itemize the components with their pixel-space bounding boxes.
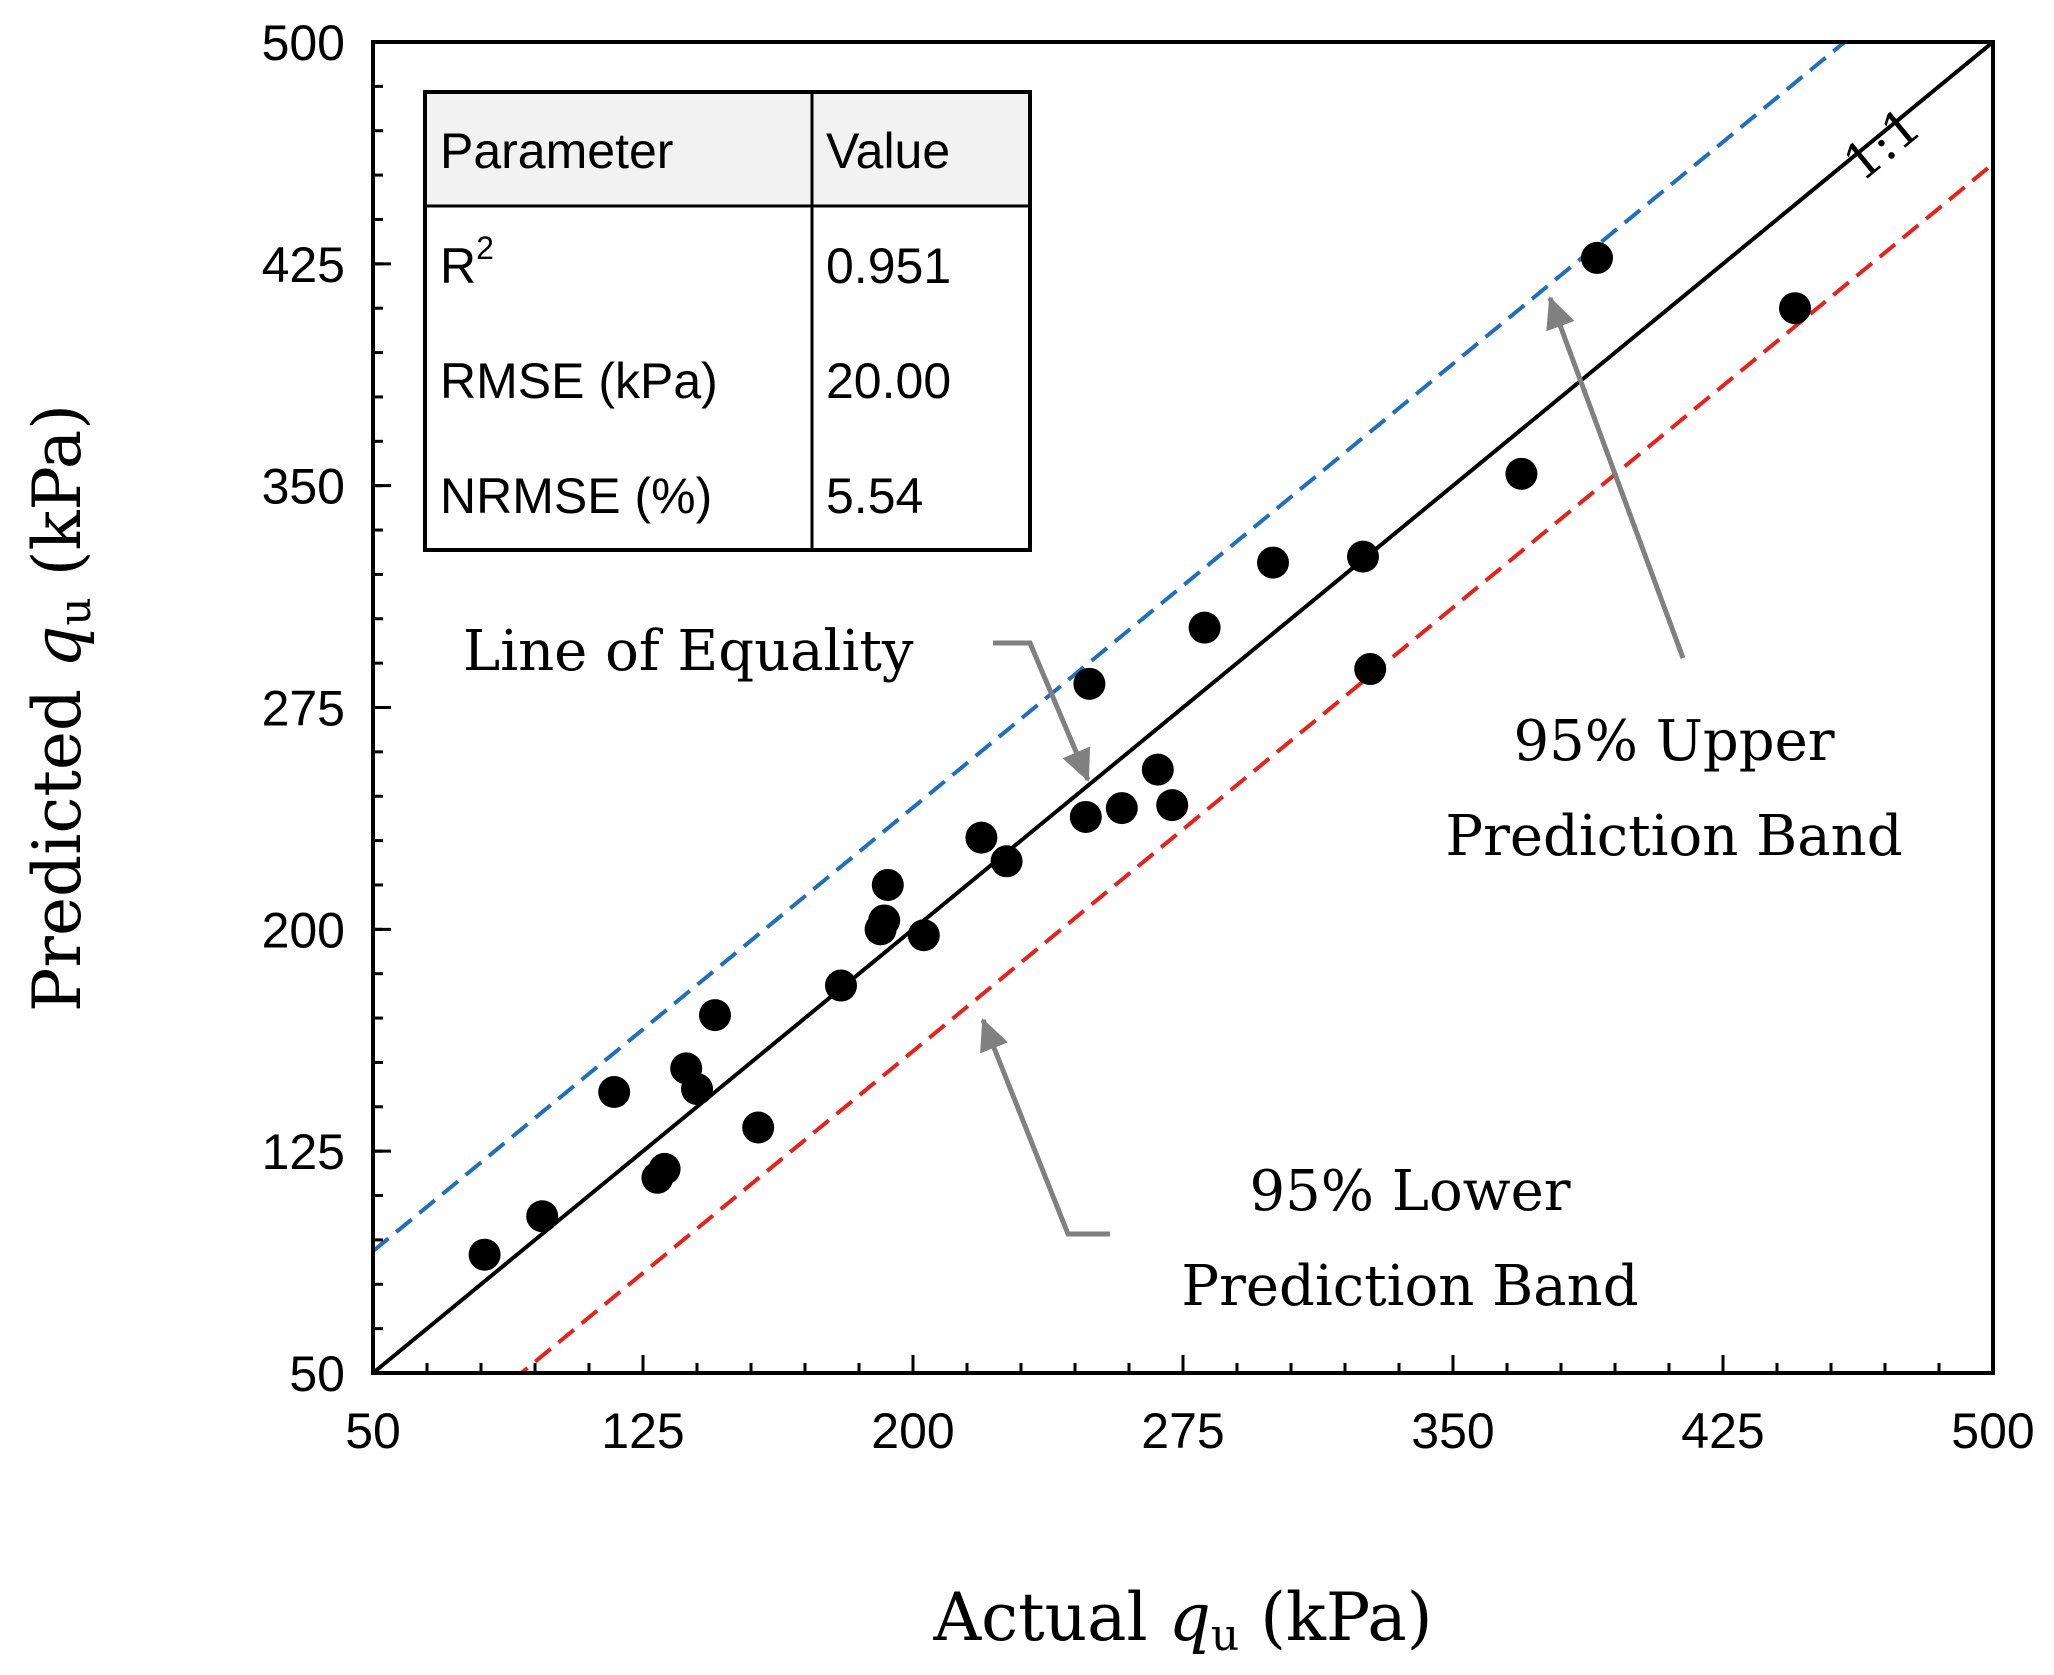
data-point	[526, 1200, 559, 1233]
data-point	[1141, 753, 1174, 786]
data-point	[825, 969, 857, 1002]
reference-lines	[373, 42, 1993, 1373]
data-point	[1581, 241, 1613, 274]
stats-r2-base: R	[440, 238, 476, 294]
x-tick-label: 125	[601, 1403, 684, 1459]
annotation-upper-band-line1: 95% Upper	[1513, 709, 1834, 774]
axis-ticks	[371, 40, 1995, 1375]
data-point	[648, 1152, 681, 1185]
stats-table-header-bg	[425, 92, 1030, 206]
data-point	[868, 904, 901, 937]
data-point	[871, 868, 904, 901]
stats-table-border	[423, 90, 1032, 552]
data-point	[1347, 540, 1379, 573]
stats-row-r2-param: R2	[440, 230, 494, 294]
annotation-line-of-equality: Line of Equality	[463, 619, 914, 684]
y-tick-label: 500	[262, 15, 345, 71]
stats-r2-superscript: 2	[476, 230, 494, 266]
y-axis-title-prefix: Predicted	[19, 689, 96, 1012]
y-tick-labels: 50 125 200 275 350 425 500	[262, 15, 345, 1402]
lower-prediction-band-line	[518, 162, 1993, 1373]
y-axis-title-subscript: u	[50, 597, 101, 625]
data-point	[1073, 667, 1106, 700]
x-tick-label: 275	[1141, 1403, 1224, 1459]
upper-prediction-band-line	[373, 42, 1848, 1253]
x-axis-title-unit: (kPa)	[1260, 1579, 1432, 1656]
data-point	[1257, 546, 1289, 579]
y-axis-title-variable: q	[19, 626, 96, 668]
stats-table: Parameter Value R2 0.951 RMSE (kPa) 20.0…	[423, 90, 1032, 552]
arrow-lower-band	[980, 1018, 1110, 1237]
stats-header-value: Value	[826, 123, 950, 179]
stats-row-rmse-param: RMSE (kPa)	[440, 353, 718, 409]
data-point	[990, 845, 1023, 878]
data-points	[468, 241, 1811, 1271]
data-point	[1105, 792, 1138, 825]
y-tick-label: 50	[289, 1346, 345, 1402]
x-axis-title-prefix: Actual	[933, 1579, 1148, 1656]
data-point	[681, 1073, 713, 1106]
y-tick-label: 350	[262, 459, 345, 515]
y-tick-label: 275	[262, 681, 345, 737]
x-tick-labels: 50 125 200 275 350 425 500	[345, 1403, 2035, 1459]
annotation-lower-band-line2: Prediction Band	[1181, 1254, 1638, 1319]
data-point	[1188, 611, 1221, 644]
one-to-one-label: 1:1	[1833, 96, 1932, 192]
stats-header-parameter: Parameter	[440, 123, 673, 179]
data-point	[907, 919, 940, 952]
data-point	[965, 821, 998, 854]
arrow-line-of-equality	[993, 640, 1091, 782]
arrow-upper-band	[1546, 296, 1686, 659]
data-point	[468, 1238, 501, 1271]
y-tick-label: 200	[262, 902, 345, 958]
data-point	[1069, 800, 1102, 833]
line-of-equality	[373, 42, 1993, 1373]
x-tick-label: 500	[1951, 1403, 2034, 1459]
y-axis-title-unit: (kPa)	[19, 404, 96, 576]
x-tick-label: 425	[1681, 1403, 1764, 1459]
y-tick-label: 425	[262, 237, 345, 293]
y-axis-title: Predicted qu (kPa)	[19, 404, 106, 1012]
stats-row-nrmse-value: 5.54	[826, 468, 923, 524]
x-tick-label: 50	[345, 1403, 401, 1459]
data-point	[1156, 789, 1189, 822]
stats-row-rmse-value: 20.00	[826, 353, 951, 409]
x-axis-title: Actual qu (kPa)	[933, 1579, 1433, 1666]
stats-row-r2-value: 0.951	[826, 238, 951, 294]
data-point	[1505, 457, 1538, 490]
x-tick-label: 350	[1411, 1403, 1494, 1459]
x-axis-title-variable: q	[1169, 1579, 1211, 1656]
data-point	[742, 1111, 775, 1144]
data-point	[598, 1076, 631, 1109]
y-tick-label: 125	[262, 1124, 345, 1180]
data-point	[699, 999, 731, 1032]
annotation-upper-band-line2: Prediction Band	[1445, 804, 1902, 869]
annotation-lower-band-line1: 95% Lower	[1249, 1159, 1570, 1224]
data-point	[1779, 292, 1811, 325]
x-axis-title-subscript: u	[1211, 1610, 1239, 1661]
x-tick-label: 200	[871, 1403, 954, 1459]
data-point	[1354, 653, 1387, 686]
stats-row-nrmse-param: NRMSE (%)	[440, 468, 712, 524]
